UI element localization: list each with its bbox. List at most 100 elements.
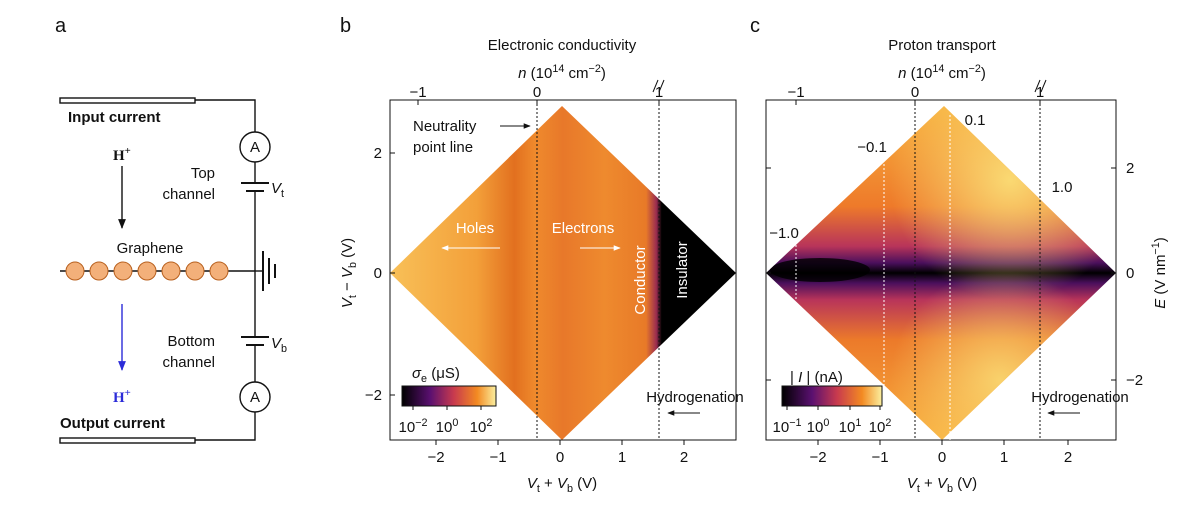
right-tick-label-part: −2 — [1126, 372, 1143, 389]
graphene-atoms — [65, 261, 229, 281]
ammeter-bottom: A — [250, 389, 260, 406]
top-axis-label-part: ) — [601, 65, 606, 82]
annotation: point line — [413, 139, 473, 156]
annotation-part: Hydrogenation — [1031, 389, 1129, 406]
field-label-part: −1.0 — [769, 225, 799, 242]
axis-label-part: V — [339, 266, 356, 278]
axis-label-part: b — [947, 483, 953, 495]
axis-label-part: + — [920, 475, 937, 492]
y-tick-label: 2 — [374, 145, 382, 162]
vt-part: V — [271, 180, 283, 197]
bottom-channel-part: channel — [162, 354, 215, 371]
top-axis-label-part: n — [898, 65, 906, 82]
top-tick-label-part: 0 — [533, 84, 541, 101]
colorbar-label-part: I — [798, 369, 802, 386]
colorbar-tick-label-part: 10 — [436, 419, 453, 436]
colorbar-tick-label: 10−1 — [773, 417, 802, 436]
annotation-part: Holes — [456, 220, 494, 237]
axis-label-part: − — [339, 278, 356, 295]
axis-label-part: (V) — [953, 475, 977, 492]
axis-label: Vt + Vb (V) — [907, 475, 977, 495]
top-tick-label-part: −1 — [409, 84, 426, 101]
graphene-part: Graphene — [117, 240, 184, 257]
axis-label: Vt + Vb (V) — [527, 475, 597, 495]
panel-label: a — [55, 15, 67, 37]
field-label: 1.0 — [1052, 179, 1073, 196]
circuit — [59, 97, 276, 444]
colorbar-label: | I | (nA) — [790, 369, 843, 386]
top-channel-part: channel — [162, 186, 215, 203]
proton-bottom-part: H — [113, 390, 125, 406]
output-current-part: Output current — [60, 415, 165, 432]
colorbar-tick-label-part: 10 — [807, 419, 824, 436]
axis-label-part: (V) — [573, 475, 597, 492]
top-tick-label: −1 — [409, 84, 426, 101]
vt-part: t — [281, 188, 284, 200]
annotation-part: Hydrogenation — [646, 389, 744, 406]
colorbar-tick-label-part: 10 — [839, 419, 856, 436]
x-tick-label: −2 — [427, 449, 444, 466]
y-tick-label-part: −2 — [365, 387, 382, 404]
top-axis-label-part: n — [518, 65, 526, 82]
colorbar-tick-label: 101 — [839, 417, 862, 436]
right-tick-label: 0 — [1126, 265, 1134, 282]
x-tick-label: −1 — [489, 449, 506, 466]
field-label-part: 1.0 — [1052, 179, 1073, 196]
panel-title-part: Electronic conductivity — [488, 37, 637, 54]
panel-label: b — [340, 15, 351, 37]
x-tick-label-part: −1 — [489, 449, 506, 466]
colorbar-tick-label-part: −2 — [415, 417, 427, 429]
panel-label-part: b — [340, 15, 351, 37]
vt: Vt — [271, 180, 284, 200]
top-tick-label: 0 — [911, 84, 919, 101]
top-tick-label: 0 — [533, 84, 541, 101]
colorbar-tick-label-part: 0 — [452, 417, 458, 429]
ticks — [390, 100, 1116, 445]
colorbar-tick-label-part: 10 — [399, 419, 416, 436]
top-axis-label-part: cm — [944, 65, 968, 82]
colorbar-tick-label-part: 2 — [885, 417, 891, 429]
annotation-part: Neutrality — [413, 118, 477, 135]
axis-label-part: t — [347, 295, 359, 298]
top-axis-label-part: cm — [564, 65, 588, 82]
x-tick-label-part: 0 — [938, 449, 946, 466]
colorbar-tick-label-part: 1 — [855, 417, 861, 429]
top-axis-label-part: 14 — [552, 63, 564, 75]
ammeter-bottom-part: A — [250, 389, 260, 406]
bottom-channel-part: Bottom — [167, 333, 215, 350]
proton-top-part: + — [125, 145, 131, 157]
panel-title-part: Proton transport — [888, 37, 996, 54]
ammeter-top: A — [250, 139, 260, 156]
axis-label-part: (V) — [339, 238, 356, 262]
proton-top: H+ — [113, 145, 131, 164]
colorbar-tick-label: 100 — [436, 417, 459, 436]
colorbar-tick-label: 102 — [869, 417, 892, 436]
proton-top-part: H — [113, 148, 125, 164]
field-label: −1.0 — [769, 225, 799, 242]
x-tick-label: −1 — [871, 449, 888, 466]
y-tick-label-part: 0 — [374, 265, 382, 282]
axis-label-part: E — [1152, 298, 1169, 309]
annotation-part: Insulator — [674, 241, 691, 299]
colorbar-tick-label-part: 2 — [486, 417, 492, 429]
panel-title: Electronic conductivity — [488, 37, 637, 54]
axis-label-part: b — [567, 483, 573, 495]
x-tick-label-part: 2 — [680, 449, 688, 466]
bottom-channel: Bottom — [167, 333, 215, 350]
axis-label-part: V — [907, 475, 919, 492]
field-label-part: 0.1 — [965, 112, 986, 129]
colorbar-label-part: σ — [412, 365, 422, 382]
vb-part: b — [281, 343, 287, 355]
y-tick-label: 0 — [374, 265, 382, 282]
right-tick-label: 2 — [1126, 160, 1134, 177]
right-tick-label-part: 2 — [1126, 160, 1134, 177]
proton-bottom-part: + — [125, 387, 131, 399]
x-tick-label-part: −2 — [809, 449, 826, 466]
x-tick-label-part: 0 — [556, 449, 564, 466]
x-tick-label-part: 2 — [1064, 449, 1072, 466]
top-axis-label: n (1014 cm−2) — [518, 63, 606, 82]
top-tick-label-part: −1 — [787, 84, 804, 101]
proton-bottom: H+ — [113, 387, 131, 406]
colorbar-tick-label-part: 10 — [869, 419, 886, 436]
